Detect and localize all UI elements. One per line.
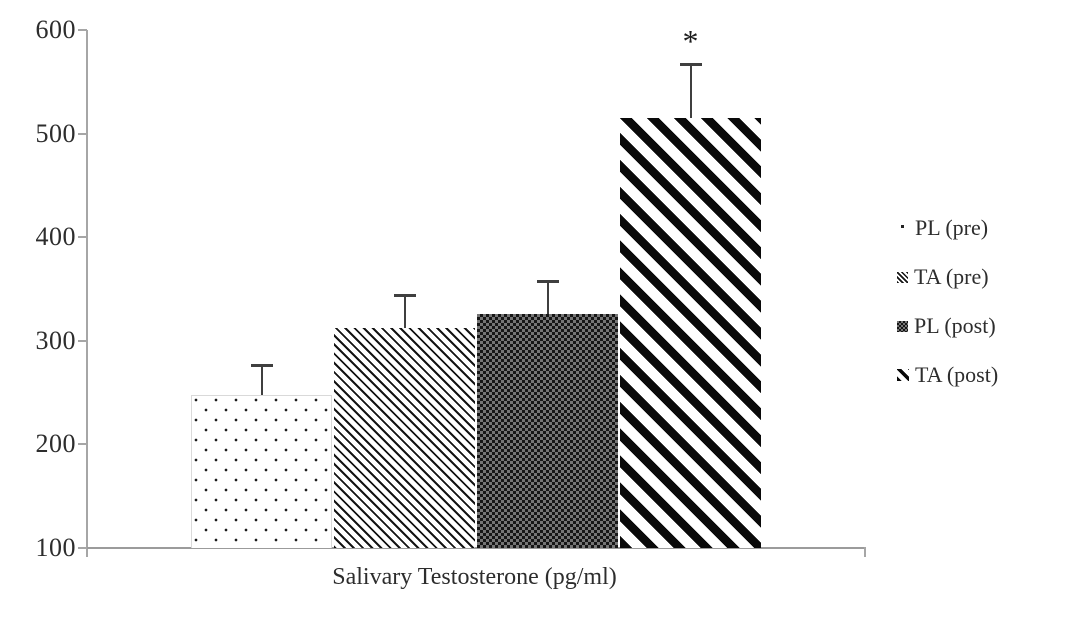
error-bar-line-pl-post <box>546 280 549 314</box>
y-tick-label: 300 <box>35 325 76 355</box>
x-axis-end-tick <box>864 547 866 557</box>
y-axis-line <box>86 30 88 557</box>
y-tick-label: 200 <box>35 429 76 459</box>
bar-pl-post <box>477 313 618 548</box>
legend-swatch-bold-diagonal-icon <box>897 369 909 381</box>
error-bar-line-ta-post <box>689 64 692 119</box>
error-bar-line-pl-pre <box>260 364 263 395</box>
significance-asterisk: * <box>682 23 699 60</box>
y-tick-label: 500 <box>35 118 76 148</box>
legend-label: PL (post) <box>914 313 996 338</box>
bar-pl-pre <box>191 394 332 548</box>
legend-label: TA (post) <box>915 362 999 387</box>
legend-label: PL (pre) <box>915 215 989 240</box>
legend-item-pl-pre: PL (pre) <box>897 214 988 242</box>
error-bar-cap-pl-post <box>536 279 559 283</box>
legend-item-pl-post: PL (post) <box>897 312 996 340</box>
y-tick <box>78 132 87 135</box>
error-bar-cap-pl-pre <box>250 363 273 367</box>
y-tick <box>78 339 87 342</box>
y-tick <box>78 547 87 549</box>
y-tick <box>78 443 87 446</box>
y-tick-label: 600 <box>35 15 76 44</box>
y-tick <box>78 29 87 31</box>
legend-item-ta-pre: TA (pre) <box>897 263 989 291</box>
x-axis-line <box>83 547 866 549</box>
bar-ta-pre <box>334 328 475 548</box>
legend-swatch-dots-icon <box>897 222 909 234</box>
legend-swatch-checkerboard-icon <box>897 320 908 332</box>
y-tick <box>78 236 87 239</box>
legend-swatch-thin-diagonal-icon <box>897 271 908 283</box>
legend-label: TA (pre) <box>914 264 989 289</box>
y-tick-label: 100 <box>35 533 76 562</box>
error-bar-line-ta-pre <box>403 295 406 329</box>
y-tick-label: 400 <box>35 222 76 252</box>
error-bar-cap-ta-post <box>679 63 702 67</box>
error-bar-cap-ta-pre <box>393 294 416 298</box>
x-axis-title: Salivary Testosterone (pg/ml) <box>332 564 617 590</box>
legend-item-ta-post: TA (post) <box>897 361 998 389</box>
bar-ta-post <box>620 118 761 548</box>
